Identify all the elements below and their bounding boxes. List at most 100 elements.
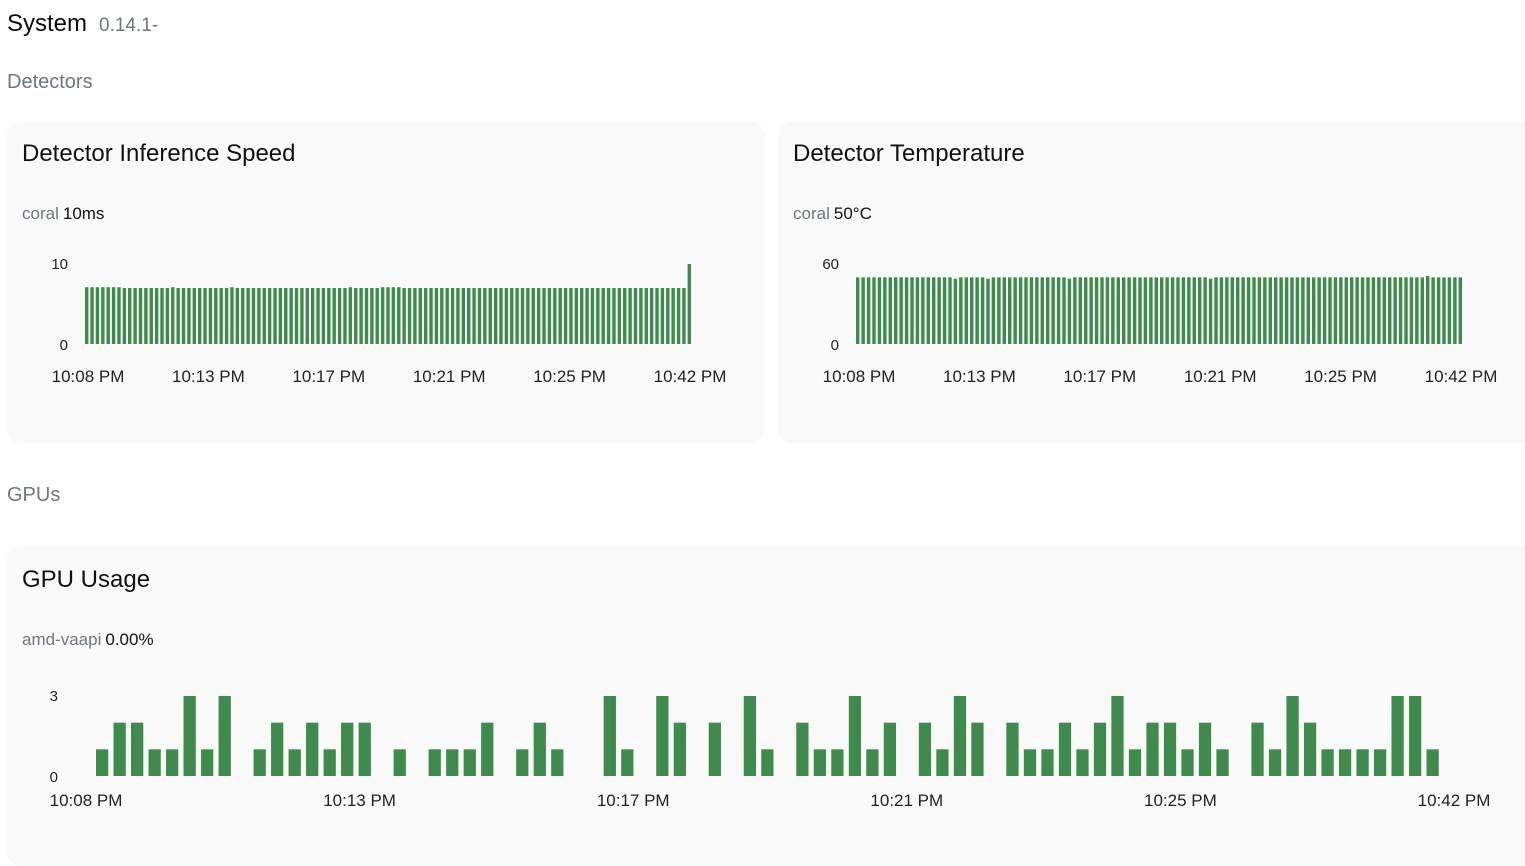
chart-bar bbox=[1404, 277, 1408, 344]
section-detectors: Detectors bbox=[7, 71, 93, 93]
chart-bar bbox=[305, 288, 309, 344]
chart-bar bbox=[241, 288, 245, 344]
chart-bar bbox=[1295, 277, 1300, 344]
chart-bar bbox=[660, 288, 665, 344]
version-label: 0.14.1- bbox=[99, 15, 159, 36]
chart-bar bbox=[937, 277, 941, 344]
chart-bar bbox=[877, 277, 882, 344]
chart-bar bbox=[1214, 277, 1218, 344]
chart-bar bbox=[948, 277, 952, 344]
chart-bar bbox=[574, 288, 579, 344]
chart-bar bbox=[1192, 277, 1196, 344]
chart-legend: coral 10ms bbox=[22, 204, 104, 224]
chart-bar bbox=[197, 288, 202, 344]
chart-bar bbox=[1339, 277, 1343, 344]
chart-bar bbox=[1391, 696, 1404, 776]
x-tick-label: 10:13 PM bbox=[943, 367, 1016, 386]
chart-bar bbox=[1041, 749, 1054, 776]
legend-series-name: coral bbox=[22, 204, 59, 223]
chart-bar bbox=[1149, 277, 1153, 344]
chart-bar bbox=[1203, 277, 1207, 344]
x-tick-label: 10:21 PM bbox=[413, 367, 486, 386]
chart-bar bbox=[761, 749, 774, 776]
chart-bar bbox=[617, 288, 622, 344]
chart-bar bbox=[953, 696, 967, 776]
x-tick-label: 10:17 PM bbox=[1063, 367, 1136, 386]
chart-bar bbox=[1268, 277, 1272, 344]
chart-bar bbox=[246, 288, 250, 344]
chart-bar bbox=[526, 288, 530, 344]
chart-bar bbox=[483, 288, 487, 344]
y-tick-label: 0 bbox=[831, 337, 839, 354]
card-title: Detector Inference Speed bbox=[22, 140, 296, 167]
chart-bar bbox=[1122, 277, 1126, 344]
chart-bar bbox=[284, 288, 288, 344]
chart-bar bbox=[628, 288, 632, 344]
chart-bar bbox=[477, 288, 482, 344]
legend-series-name: amd-vaapi bbox=[22, 630, 102, 649]
chart-bar bbox=[271, 722, 284, 776]
chart-bar bbox=[542, 288, 546, 344]
chart-bar bbox=[1426, 749, 1439, 776]
x-tick-label: 10:13 PM bbox=[323, 791, 396, 810]
chart-bar bbox=[1138, 277, 1142, 344]
chart-bar bbox=[192, 288, 196, 344]
chart-bar bbox=[1252, 277, 1256, 344]
chart-bar bbox=[1078, 277, 1082, 344]
card-title: GPU Usage bbox=[22, 566, 151, 593]
chart-bar bbox=[553, 288, 557, 344]
chart-bar bbox=[1398, 277, 1403, 344]
chart-bar bbox=[391, 287, 396, 344]
chart-bar bbox=[1246, 277, 1251, 344]
chart-bar bbox=[300, 288, 304, 344]
chart-bar bbox=[883, 722, 897, 776]
chart-bar bbox=[407, 288, 412, 344]
chart-bar bbox=[1257, 277, 1262, 344]
chart-bar bbox=[1263, 277, 1267, 344]
chart-bar bbox=[1355, 277, 1359, 344]
chart-bar bbox=[888, 277, 892, 344]
chart-bar bbox=[942, 277, 947, 344]
chart-bar bbox=[1062, 277, 1066, 344]
chart-bar bbox=[481, 722, 494, 776]
chart-bar bbox=[708, 722, 721, 776]
chart-bar bbox=[1366, 277, 1370, 344]
chart-bar bbox=[1013, 277, 1017, 344]
chart-bar bbox=[687, 264, 691, 344]
x-tick-label: 10:13 PM bbox=[172, 367, 245, 386]
x-tick-label: 10:25 PM bbox=[1144, 791, 1217, 810]
chart-bar bbox=[1426, 276, 1430, 344]
chart-bar bbox=[1286, 696, 1299, 776]
chart-bar bbox=[1301, 277, 1305, 344]
chart-bar bbox=[899, 277, 903, 344]
chart-bar bbox=[341, 722, 354, 776]
chart-bar bbox=[253, 749, 266, 776]
chart-bar bbox=[603, 696, 616, 776]
chart-bar bbox=[128, 288, 132, 344]
chart-bar bbox=[1338, 749, 1352, 776]
card-detector-temperature: Detector Temperature coral 50°C 60 0 10:08 … bbox=[778, 122, 1525, 443]
chart-bar bbox=[337, 288, 342, 344]
chart-bar bbox=[1198, 722, 1212, 776]
chart-bar bbox=[106, 287, 110, 344]
y-tick-label: 0 bbox=[60, 337, 68, 354]
chart-bar bbox=[1208, 278, 1213, 344]
x-tick-label: 10:08 PM bbox=[50, 791, 123, 810]
chart-bar bbox=[883, 277, 887, 344]
chart-bar bbox=[520, 288, 525, 344]
chart-bar bbox=[1312, 277, 1316, 344]
chart-bar bbox=[418, 288, 422, 344]
x-tick-label: 10:42 PM bbox=[1425, 367, 1498, 386]
chart-bar bbox=[671, 288, 675, 344]
chart-bar bbox=[1350, 277, 1354, 344]
chart-bar bbox=[1306, 277, 1310, 344]
chart-bar bbox=[1393, 277, 1397, 344]
chart-bar bbox=[1163, 722, 1177, 776]
y-tick-label: 3 bbox=[50, 688, 58, 705]
chart-bar bbox=[1084, 277, 1088, 344]
chart-bar bbox=[201, 749, 214, 776]
chart-bar bbox=[1008, 277, 1012, 344]
chart-bar bbox=[796, 722, 809, 776]
legend-series-name: coral bbox=[793, 204, 830, 223]
chart-bar bbox=[831, 749, 844, 776]
